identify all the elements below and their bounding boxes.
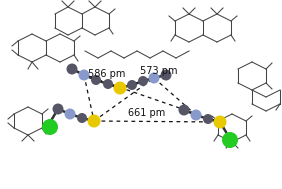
- Circle shape: [203, 114, 213, 124]
- Circle shape: [149, 73, 160, 84]
- Circle shape: [42, 119, 58, 135]
- Circle shape: [213, 115, 226, 129]
- Circle shape: [78, 70, 89, 81]
- Circle shape: [179, 105, 190, 115]
- Circle shape: [65, 108, 76, 119]
- Circle shape: [52, 104, 63, 115]
- Text: 573 pm: 573 pm: [140, 66, 177, 76]
- Circle shape: [87, 115, 100, 128]
- Text: 586 pm: 586 pm: [88, 69, 125, 79]
- Circle shape: [91, 75, 101, 85]
- Text: 661 pm: 661 pm: [128, 108, 165, 118]
- Circle shape: [191, 109, 202, 121]
- Circle shape: [77, 113, 87, 123]
- Circle shape: [127, 80, 137, 90]
- Circle shape: [67, 64, 78, 74]
- Circle shape: [160, 70, 171, 81]
- Circle shape: [222, 132, 238, 148]
- Circle shape: [113, 81, 127, 94]
- Circle shape: [103, 79, 113, 89]
- Circle shape: [138, 76, 148, 86]
